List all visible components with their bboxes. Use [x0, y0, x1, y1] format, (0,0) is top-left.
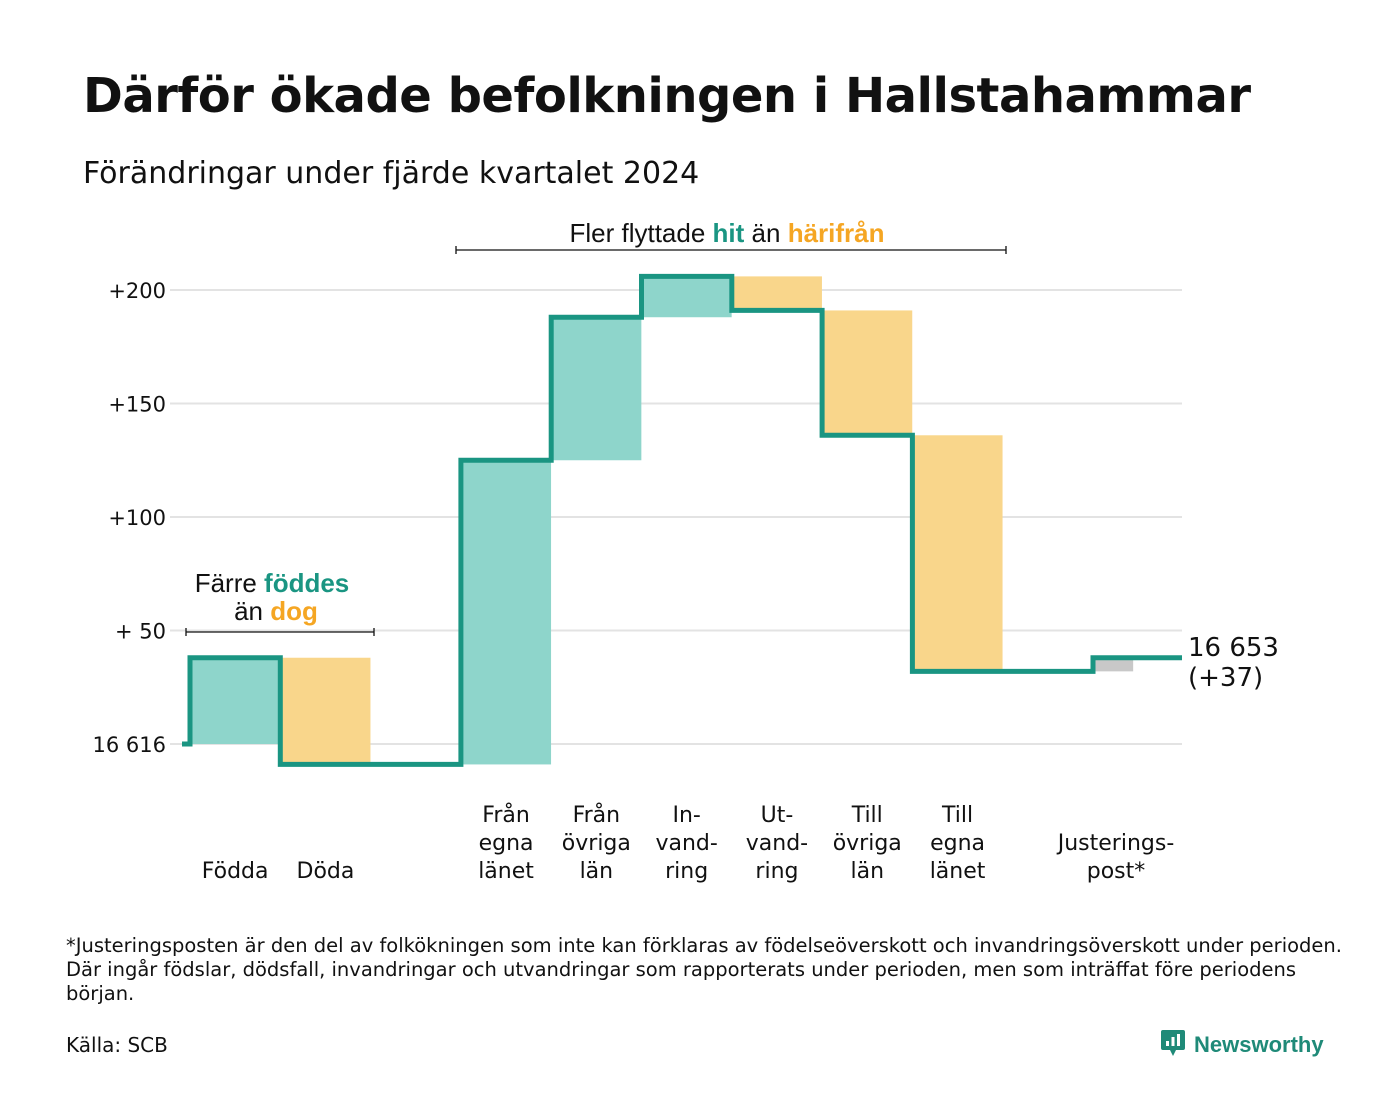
x-axis-label: länet: [478, 859, 534, 884]
x-axis-label: vand-: [655, 831, 717, 856]
y-tick-label: +200: [108, 279, 166, 303]
chart-title: Därför ökade befolkningen i Hallstahamma…: [83, 68, 1251, 124]
y-axis-ticks: 16 616 + 50 +100 +150 +200: [93, 279, 166, 757]
x-axis-label: Ut-: [761, 803, 794, 828]
x-axis-label: ring: [755, 859, 798, 884]
x-axis-label: post*: [1087, 859, 1146, 884]
x-axis-label: vand-: [746, 831, 808, 856]
source-label: Källa: SCB: [66, 1033, 168, 1057]
brand-name: Newsworthy: [1194, 1032, 1324, 1057]
migration-annotation-text: Fler flyttade hit än härifrån: [569, 218, 884, 248]
y-tick-label: 16 616: [93, 733, 166, 757]
y-tick-label: +150: [108, 393, 166, 417]
waterfall-bar: [641, 276, 732, 318]
chart-subtitle: Förändringar under fjärde kvartalet 2024: [83, 156, 700, 191]
x-axis-label: egna: [479, 831, 534, 856]
x-axis-label: ring: [665, 859, 708, 884]
x-axis-label: län: [850, 859, 884, 884]
x-axis-label: Till: [941, 803, 973, 828]
migration-annotation: Fler flyttade hit än härifrån: [455, 218, 1007, 254]
x-axis-label: länet: [930, 859, 986, 884]
x-axis-label: övriga: [833, 831, 902, 856]
bars: [190, 276, 1134, 765]
footnote: *Justeringsposten är den del av folkökni…: [66, 934, 1342, 1005]
waterfall-bar: [1093, 657, 1134, 672]
waterfall-bar: [461, 460, 552, 765]
waterfall-bar: [280, 657, 371, 765]
births-deaths-bracket: [185, 628, 375, 636]
x-axis-label: Från: [573, 802, 621, 828]
running-total-line: [182, 273, 1182, 767]
end-value-label: 16 653: [1188, 633, 1279, 663]
x-axis-label: Till: [851, 803, 883, 828]
waterfall-bar: [822, 310, 913, 436]
waterfall-bar: [551, 317, 642, 461]
births-deaths-annotation: Färre föddes än dog: [185, 568, 375, 636]
brand: Newsworthy: [1160, 1028, 1324, 1062]
waterfall-chart: 16 616 + 50 +100 +150 +200 Födda Döda Från egna…: [93, 218, 1279, 884]
migration-bracket: [455, 246, 1007, 254]
x-axis-label: Födda: [202, 859, 269, 884]
y-tick-label: + 50: [115, 620, 166, 644]
x-axis-label: övriga: [562, 831, 631, 856]
x-axis-label: Justerings-: [1056, 831, 1175, 856]
end-change-label: (+37): [1188, 663, 1263, 693]
x-axis-label: egna: [930, 831, 985, 856]
x-axis-label: Döda: [297, 859, 355, 884]
waterfall-bar: [190, 657, 281, 744]
y-tick-label: +100: [108, 506, 166, 530]
waterfall-bar: [912, 435, 1003, 672]
running-total-line-group: [182, 273, 1182, 767]
births-deaths-annotation-line1: Färre föddes: [195, 568, 350, 598]
waterfall-bar: [731, 276, 822, 311]
newsworthy-logo-icon: [1160, 1028, 1186, 1062]
x-axis-label: Från: [482, 802, 530, 828]
births-deaths-annotation-line2: än dog: [234, 596, 318, 626]
x-axis-label: län: [580, 859, 614, 884]
x-axis-labels: Födda Döda Från egna länet Från övriga län In-va…: [202, 802, 1174, 884]
x-axis-label: In-: [672, 803, 700, 828]
